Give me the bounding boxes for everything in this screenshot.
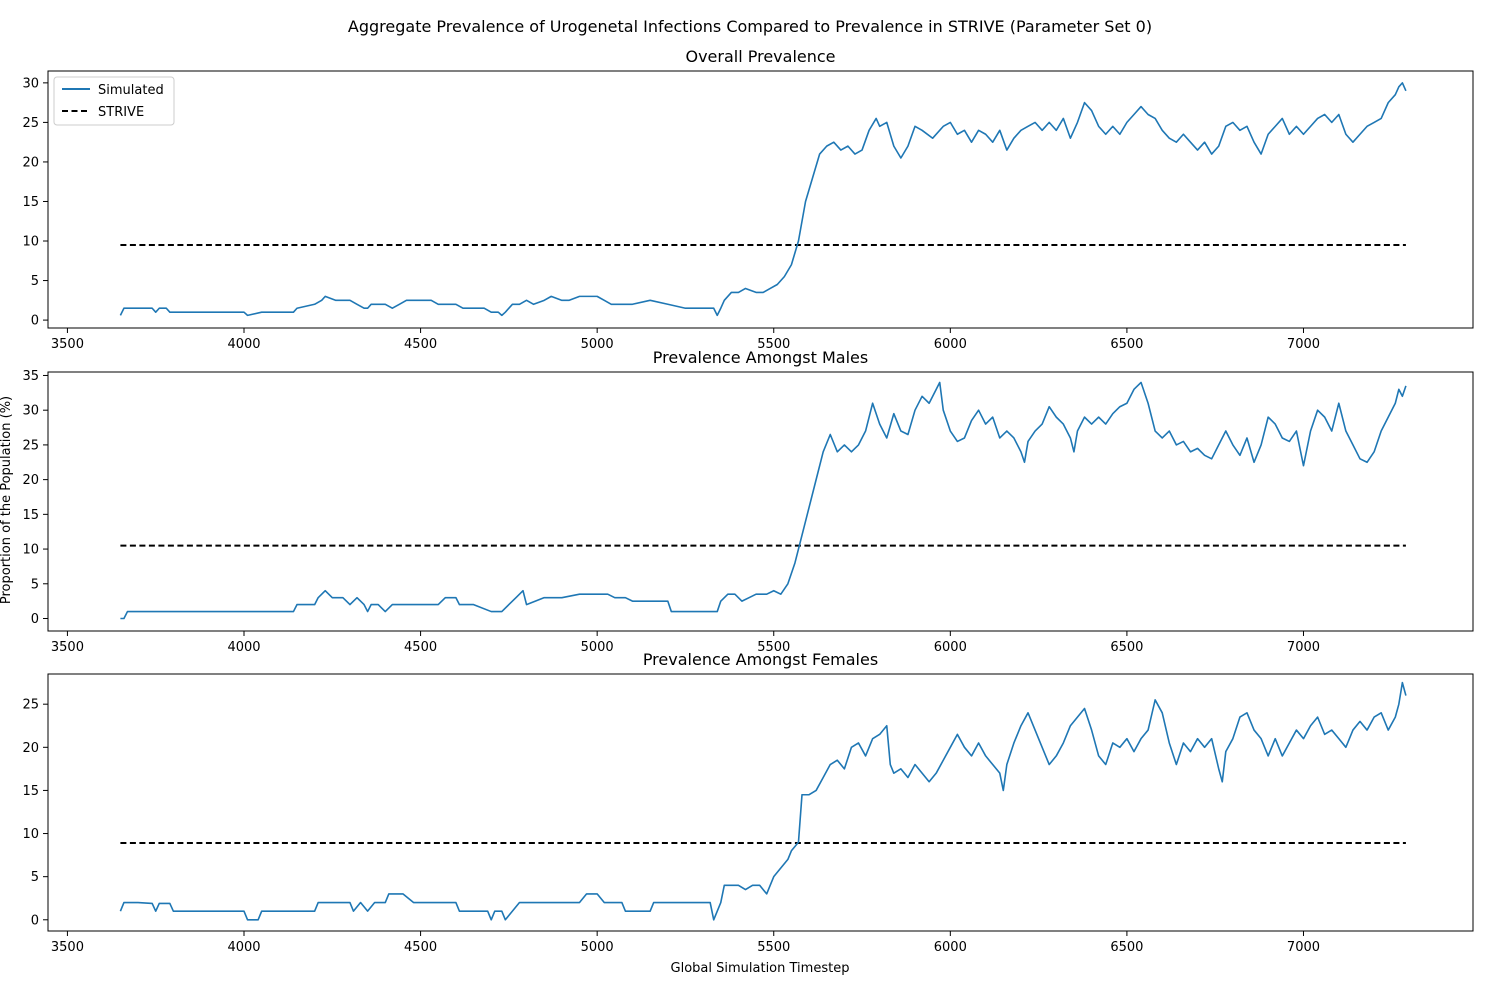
legend-simulated-label: Simulated [98, 83, 164, 98]
y-tick-label: 5 [31, 870, 39, 885]
x-tick-label: 5500 [757, 640, 790, 655]
y-tick-label: 25 [22, 438, 39, 453]
x-tick-label: 7000 [1287, 940, 1320, 955]
y-tick-label: 10 [22, 543, 39, 558]
x-tick-label: 6000 [934, 337, 967, 352]
y-tick-label: 30 [22, 76, 39, 91]
x-tick-label: 4000 [227, 940, 260, 955]
x-tick-label: 7000 [1287, 337, 1320, 352]
x-tick-label: 3500 [51, 337, 84, 352]
y-tick-label: 5 [31, 577, 39, 592]
y-tick-label: 10 [22, 827, 39, 842]
subplot-title: Prevalence Amongst Males [653, 348, 868, 367]
y-tick-label: 0 [31, 612, 39, 627]
y-tick-label: 25 [22, 698, 39, 713]
x-tick-label: 4500 [404, 640, 437, 655]
x-tick-label: 5000 [581, 337, 614, 352]
x-tick-label: 4000 [227, 337, 260, 352]
x-tick-label: 4500 [404, 940, 437, 955]
x-tick-label: 6000 [934, 640, 967, 655]
y-tick-label: 15 [22, 508, 39, 523]
axes-frame [47, 673, 1474, 932]
simulated-series-line [119, 681, 1407, 921]
x-tick-label: 5500 [757, 940, 790, 955]
subplot-title: Prevalence Amongst Females [643, 650, 878, 669]
legend-strive-label: STRIVE [98, 105, 144, 120]
y-tick-label: 20 [22, 741, 39, 756]
simulated-series-line [120, 381, 1407, 620]
x-tick-label: 6000 [934, 940, 967, 955]
y-tick-label: 25 [22, 116, 39, 131]
y-tick-label: 5 [31, 274, 39, 289]
x-tick-label: 5500 [757, 337, 790, 352]
x-tick-label: 7000 [1287, 640, 1320, 655]
y-tick-label: 20 [22, 473, 39, 488]
y-tick-label: 30 [22, 404, 39, 419]
axes-frame [47, 371, 1474, 632]
x-tick-label: 5000 [581, 940, 614, 955]
x-tick-label: 4000 [227, 640, 260, 655]
subplot-title: Overall Prevalence [685, 47, 835, 66]
y-tick-label: 20 [22, 155, 39, 170]
y-tick-label: 0 [31, 913, 39, 928]
figure-suptitle: Aggregate Prevalence of Urogenetal Infec… [348, 17, 1152, 36]
legend: Simulated STRIVE [53, 76, 175, 126]
y-tick-label: 0 [31, 314, 39, 329]
simulated-series-line [119, 82, 1407, 317]
y-tick-label: 35 [22, 369, 39, 384]
y-tick-label: 15 [22, 195, 39, 210]
x-tick-label: 6500 [1110, 640, 1143, 655]
y-axis-label: Proportion of the Population (%) [0, 396, 14, 604]
subplot-2: Prevalence Amongst Males 3500 4000 4500 5000… [22, 348, 1474, 655]
axes-frame [47, 70, 1474, 329]
y-tick-label: 15 [22, 784, 39, 799]
x-tick-label: 5000 [581, 640, 614, 655]
x-tick-label: 6500 [1110, 337, 1143, 352]
x-tick-label: 4500 [404, 337, 437, 352]
y-tick-label: 10 [22, 235, 39, 250]
x-tick-label: 3500 [51, 940, 84, 955]
x-axis-label: Global Simulation Timestep [671, 961, 850, 976]
subplot-1: Overall Prevalence 3500 4000 4500 5000 5500 60… [22, 47, 1474, 352]
x-tick-label: 3500 [51, 640, 84, 655]
x-tick-label: 6500 [1110, 940, 1143, 955]
